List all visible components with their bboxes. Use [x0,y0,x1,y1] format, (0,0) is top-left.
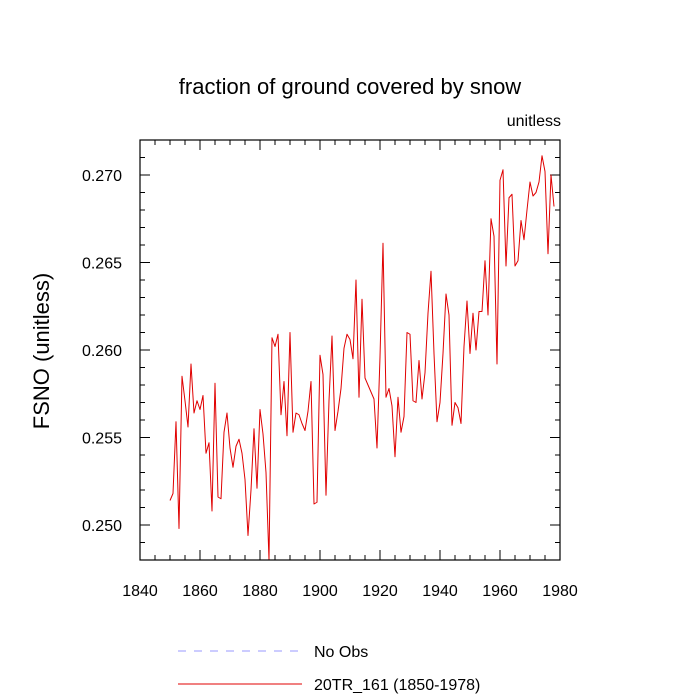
y-tick-label: 0.270 [82,168,122,185]
x-tick-label: 1940 [422,583,458,600]
axis-tick-labels: 1840 1860 1880 1900 1920 1940 1960 1980 0.250 0.2… [82,168,578,600]
x-tick-label: 1900 [302,583,338,600]
x-tick-label: 1880 [242,583,278,600]
x-tick-label: 1920 [362,583,398,600]
y-tick-label: 0.260 [82,343,122,360]
x-tick-label: 1980 [542,583,578,600]
y-axis-label: FSNO (unitless) [29,273,54,429]
legend: No Obs 20TR_161 (1850-1978) [178,644,480,694]
y-tick-label: 0.265 [82,256,122,273]
x-tick-label: 1840 [122,583,158,600]
units-label: unitless [507,113,561,130]
series-line [169,155,555,561]
legend-label-20tr-161: 20TR_161 (1850-1978) [314,677,480,694]
x-tick-label: 1860 [182,583,218,600]
x-tick-label: 1960 [482,583,518,600]
axis-ticks [139,139,561,561]
series-layer [169,155,555,561]
plot-frame [139,139,561,561]
chart-title: fraction of ground covered by snow [179,74,522,99]
y-tick-label: 0.250 [82,518,122,535]
legend-label-no-obs: No Obs [314,644,368,661]
y-tick-label: 0.255 [82,431,122,448]
